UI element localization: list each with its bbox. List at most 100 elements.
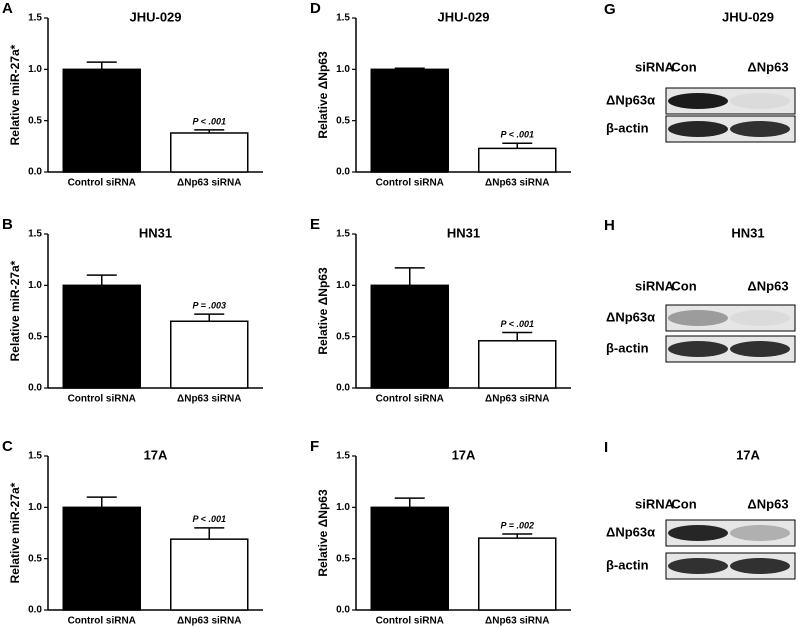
chart-title: 17A <box>144 447 168 462</box>
bar <box>370 68 449 173</box>
y-tick-label: 0.5 <box>28 331 42 342</box>
y-tick-label: 1.5 <box>336 451 350 462</box>
y-tick-label: 1.0 <box>28 280 42 291</box>
x-tick-label: Control siRNA <box>68 178 136 189</box>
bar-chart-panel: F 17A Relative ΔNp63 0.0 0.5 1.0 1.5 Control si… <box>310 438 571 627</box>
panel-letter: F <box>310 438 319 455</box>
panel-letter: B <box>2 216 13 233</box>
blot-band <box>668 525 728 541</box>
bar <box>370 284 449 389</box>
x-tick-label: ΔNp63 siRNA <box>177 616 241 627</box>
x-tick-label: Control siRNA <box>68 616 136 627</box>
blot-title: 17A <box>736 447 760 462</box>
bar <box>478 340 557 389</box>
row-label: ΔNp63α <box>606 92 655 107</box>
y-tick-label: 0.0 <box>336 383 350 394</box>
row-label: β-actin <box>606 557 649 572</box>
blot-header: siRNA <box>635 59 675 74</box>
chart-title: HN31 <box>139 225 172 240</box>
panel-letter: E <box>310 216 320 233</box>
p-value-annotation: P < .001 <box>193 116 226 126</box>
bar <box>62 68 141 173</box>
chart-title: JHU-029 <box>129 9 181 24</box>
blot-band <box>668 93 728 109</box>
y-tick-label: 0.5 <box>336 115 350 126</box>
y-axis-label: Relative ΔNp63 <box>316 489 330 577</box>
panel-letter: I <box>604 439 608 456</box>
bar <box>478 537 557 611</box>
blot-band <box>730 310 790 326</box>
lane-label: Con <box>671 278 696 293</box>
y-tick-label: 1.0 <box>336 280 350 291</box>
x-tick-label: Control siRNA <box>376 394 444 405</box>
y-tick-label: 1.0 <box>336 64 350 75</box>
row-label: ΔNp63α <box>606 524 655 539</box>
panel-letter: C <box>2 438 13 455</box>
blot-band <box>668 558 728 574</box>
blot-band <box>668 310 728 326</box>
y-axis-label: Relative ΔNp63 <box>316 51 330 139</box>
y-tick-label: 0.5 <box>28 553 42 564</box>
x-tick-label: Control siRNA <box>68 394 136 405</box>
chart-title: JHU-029 <box>437 9 489 24</box>
bar <box>370 506 449 611</box>
p-value-annotation: P < .001 <box>501 130 534 140</box>
panel-letter: D <box>310 0 321 17</box>
lane-label: ΔNp63 <box>747 278 788 293</box>
y-tick-label: 0.0 <box>336 605 350 616</box>
p-value-annotation: P = .003 <box>193 300 226 310</box>
x-tick-label: ΔNp63 siRNA <box>485 394 549 405</box>
bar-chart-panel: D JHU-029 Relative ΔNp63 0.0 0.5 1.0 1.5 Contro… <box>310 0 571 189</box>
y-axis-label: Relative ΔNp63 <box>316 267 330 355</box>
y-tick-label: 0.5 <box>336 553 350 564</box>
bar-chart-panel: A JHU-029 Relative miR-27a* 0.0 0.5 1.0 1.5 Con… <box>2 0 263 189</box>
x-tick-label: ΔNp63 siRNA <box>485 616 549 627</box>
panel-letter: A <box>2 0 13 17</box>
bar <box>62 284 141 389</box>
blot-title: JHU-029 <box>722 9 774 24</box>
y-tick-label: 1.5 <box>28 229 42 240</box>
bar <box>170 320 249 389</box>
panel-letter: G <box>604 1 616 18</box>
y-tick-label: 0.0 <box>336 167 350 178</box>
bar <box>170 538 249 611</box>
x-tick-label: ΔNp63 siRNA <box>485 178 549 189</box>
lane-label: Con <box>671 496 696 511</box>
x-tick-label: ΔNp63 siRNA <box>177 394 241 405</box>
y-axis-label: Relative miR-27a* <box>8 260 22 361</box>
y-tick-label: 1.0 <box>28 502 42 513</box>
lane-label: ΔNp63 <box>747 496 788 511</box>
blot-header: siRNA <box>635 496 675 511</box>
blot-band <box>668 341 728 357</box>
p-value-annotation: P < .001 <box>193 514 226 524</box>
bar-chart-panel: E HN31 Relative ΔNp63 0.0 0.5 1.0 1.5 Control s… <box>310 216 571 405</box>
blot-band <box>730 558 790 574</box>
bar-chart-panel: C 17A Relative miR-27a* 0.0 0.5 1.0 1.5 Control… <box>2 438 263 627</box>
panel-letter: H <box>604 217 615 234</box>
blot-band <box>730 121 790 137</box>
blot-band <box>730 525 790 541</box>
blot-strip <box>665 304 796 332</box>
y-tick-label: 1.5 <box>336 13 350 24</box>
y-tick-label: 0.0 <box>28 167 42 178</box>
y-tick-label: 1.5 <box>28 13 42 24</box>
lane-label: Con <box>671 59 696 74</box>
chart-title: 17A <box>452 447 476 462</box>
y-tick-label: 1.0 <box>28 64 42 75</box>
row-label: ΔNp63α <box>606 309 655 324</box>
row-label: β-actin <box>606 120 649 135</box>
p-value-annotation: P < .001 <box>501 319 534 329</box>
y-tick-label: 0.5 <box>28 115 42 126</box>
bar <box>170 132 249 173</box>
blot-band <box>668 121 728 137</box>
bar <box>478 147 557 173</box>
blot-header: siRNA <box>635 278 675 293</box>
y-tick-label: 0.5 <box>336 331 350 342</box>
p-value-annotation: P = .002 <box>501 520 534 530</box>
x-tick-label: ΔNp63 siRNA <box>177 178 241 189</box>
y-axis-label: Relative miR-27a* <box>8 482 22 583</box>
